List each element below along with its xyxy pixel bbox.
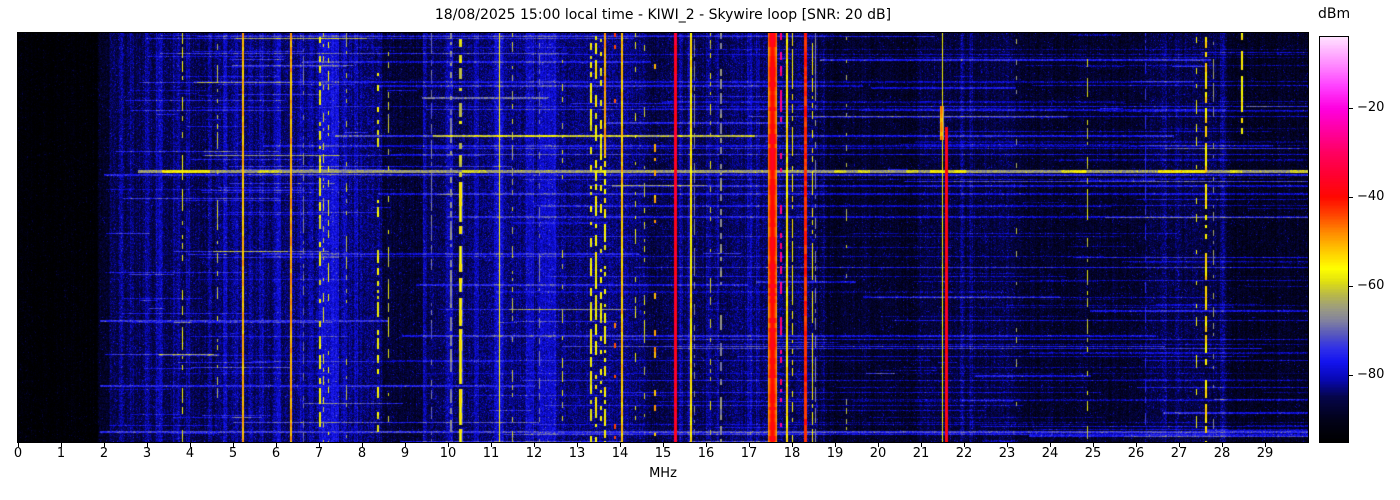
x-tick-mark — [147, 443, 148, 447]
colorbar-unit-label: dBm — [1318, 6, 1351, 22]
x-tick-label: 20 — [869, 446, 887, 461]
x-tick-label: 2 — [99, 446, 109, 461]
x-tick-label: 14 — [611, 446, 629, 461]
x-tick-mark — [190, 443, 191, 447]
x-tick-mark — [534, 443, 535, 447]
x-axis-label: MHz — [649, 466, 677, 481]
colorbar-tick-mark — [1349, 197, 1353, 199]
colorbar-frame — [1319, 36, 1349, 443]
x-tick-mark — [362, 443, 363, 447]
x-tick-label: 24 — [1041, 446, 1059, 461]
x-tick-label: 3 — [142, 446, 152, 461]
colorbar-tick-label: −40 — [1357, 189, 1385, 205]
x-tick-mark — [792, 443, 793, 447]
x-tick-label: 6 — [271, 446, 281, 461]
colorbar-tick-mark — [1349, 108, 1353, 110]
x-tick-label: 12 — [525, 446, 543, 461]
x-tick-label: 1 — [56, 446, 66, 461]
x-tick-mark — [749, 443, 750, 447]
x-tick-mark — [620, 443, 621, 447]
x-tick-label: 28 — [1213, 446, 1231, 461]
x-tick-mark — [448, 443, 449, 447]
x-tick-mark — [1136, 443, 1137, 447]
x-tick-mark — [663, 443, 664, 447]
x-tick-mark — [319, 443, 320, 447]
waterfall-plot-frame — [17, 32, 1309, 443]
x-tick-label: 8 — [357, 446, 367, 461]
x-tick-mark — [61, 443, 62, 447]
x-tick-mark — [491, 443, 492, 447]
x-tick-mark — [276, 443, 277, 447]
x-tick-label: 9 — [400, 446, 410, 461]
x-tick-label: 19 — [826, 446, 844, 461]
x-tick-label: 16 — [697, 446, 715, 461]
x-tick-mark — [1222, 443, 1223, 447]
x-tick-mark — [835, 443, 836, 447]
colorbar-tick-label: −80 — [1357, 367, 1385, 383]
x-tick-label: 23 — [998, 446, 1016, 461]
x-tick-label: 29 — [1256, 446, 1274, 461]
x-tick-label: 22 — [955, 446, 973, 461]
x-tick-mark — [878, 443, 879, 447]
x-tick-mark — [1265, 443, 1266, 447]
x-tick-mark — [1093, 443, 1094, 447]
x-tick-mark — [964, 443, 965, 447]
x-tick-label: 21 — [912, 446, 930, 461]
colorbar-tick-label: −60 — [1357, 278, 1385, 294]
x-tick-mark — [921, 443, 922, 447]
waterfall-heatmap — [18, 33, 1308, 442]
x-tick-label: 17 — [740, 446, 758, 461]
x-tick-label: 25 — [1084, 446, 1102, 461]
x-tick-mark — [577, 443, 578, 447]
x-tick-label: 11 — [482, 446, 500, 461]
colorbar-tick-mark — [1349, 375, 1353, 377]
x-tick-label: 15 — [654, 446, 672, 461]
colorbar-gradient — [1320, 37, 1348, 442]
x-tick-label: 18 — [783, 446, 801, 461]
x-tick-mark — [1007, 443, 1008, 447]
x-tick-label: 5 — [228, 446, 238, 461]
x-tick-label: 27 — [1170, 446, 1188, 461]
x-tick-mark — [233, 443, 234, 447]
colorbar-tick-mark — [1349, 286, 1353, 288]
x-tick-label: 10 — [439, 446, 457, 461]
x-tick-label: 4 — [185, 446, 195, 461]
x-tick-mark — [405, 443, 406, 447]
x-tick-label: 7 — [314, 446, 324, 461]
x-tick-label: 13 — [568, 446, 586, 461]
x-tick-mark — [104, 443, 105, 447]
x-tick-mark — [18, 443, 19, 447]
x-tick-label: 26 — [1127, 446, 1145, 461]
x-tick-label: 0 — [13, 446, 23, 461]
colorbar-tick-label: −20 — [1357, 100, 1385, 116]
x-tick-mark — [1179, 443, 1180, 447]
chart-title: 18/08/2025 15:00 local time - KIWI_2 - S… — [434, 7, 892, 23]
x-tick-mark — [1050, 443, 1051, 447]
x-tick-mark — [706, 443, 707, 447]
